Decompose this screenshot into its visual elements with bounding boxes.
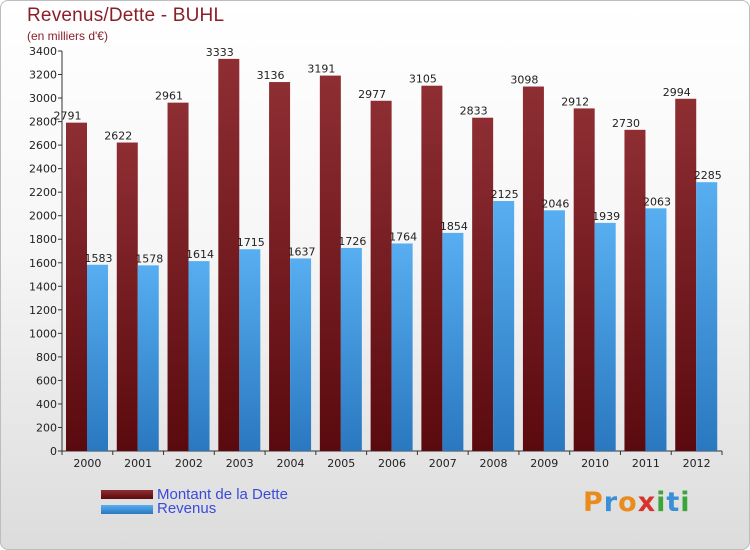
y-tick-label: 800 (36, 351, 57, 364)
data-label-revenus: 2125 (491, 188, 519, 201)
y-tick-label: 200 (36, 421, 57, 434)
legend-label-dette: Montant de la Dette (157, 486, 288, 503)
bar-revenus (340, 247, 362, 451)
bar-revenus (290, 258, 312, 451)
bar-dette (472, 117, 494, 452)
y-tick-label: 2600 (29, 139, 57, 152)
y-tick-label: 1000 (29, 327, 57, 340)
bar-dette (269, 82, 291, 451)
bar-dette (218, 58, 240, 451)
bar-revenus (696, 182, 718, 452)
data-label-revenus: 2285 (694, 169, 722, 182)
logo-letter: i (656, 487, 667, 518)
data-label-dette: 2977 (358, 88, 386, 101)
bar-dette (116, 142, 138, 451)
data-label-dette: 3105 (409, 73, 437, 86)
data-label-dette: 2833 (460, 105, 488, 118)
data-label-revenus: 1715 (237, 236, 265, 249)
data-label-revenus: 1854 (440, 220, 468, 233)
legend-swatch-dette (101, 490, 153, 499)
bar-dette (522, 86, 544, 451)
x-tick-label: 2006 (378, 457, 406, 470)
logo-letter: P (583, 487, 604, 518)
y-tick-label: 600 (36, 374, 57, 387)
chart-subtitle: (en milliers d'€) (27, 29, 108, 43)
data-label-dette: 3098 (510, 74, 538, 87)
logo-letter: o (618, 487, 638, 518)
logo-letter: r (603, 487, 619, 518)
y-tick-label: 3200 (29, 69, 57, 82)
data-label-dette: 3136 (257, 69, 285, 82)
legend-label-revenus: Revenus (157, 500, 217, 517)
x-tick-label: 2007 (429, 457, 457, 470)
bar-revenus (493, 201, 515, 451)
data-label-revenus: 1637 (288, 245, 316, 258)
x-tick-label: 2009 (530, 457, 558, 470)
data-label-dette: 2622 (104, 130, 132, 143)
y-tick-label: 1400 (29, 280, 57, 293)
data-label-dette: 2791 (54, 110, 82, 123)
chart-title: Revenus/Dette - BUHL (27, 5, 225, 26)
y-tick-label: 1600 (29, 257, 57, 270)
data-label-dette: 2912 (561, 95, 589, 108)
bar-revenus (188, 261, 210, 451)
bar-revenus (645, 208, 667, 451)
bar-dette (370, 100, 392, 451)
y-tick-label: 2000 (29, 210, 57, 223)
bar-revenus (391, 243, 413, 451)
data-label-revenus: 1764 (389, 230, 417, 243)
proxiti-logo: Proxiti (583, 487, 691, 518)
bar-revenus (442, 232, 464, 451)
data-label-revenus: 1939 (592, 210, 620, 223)
bar-dette (421, 85, 443, 452)
bar-revenus (137, 265, 159, 451)
data-label-revenus: 1726 (338, 235, 366, 248)
y-tick-label: 2200 (29, 186, 57, 199)
data-label-dette: 2961 (155, 90, 183, 103)
data-label-revenus: 1583 (85, 252, 113, 265)
bar-dette (66, 122, 87, 451)
y-tick-label: 3400 (29, 45, 57, 58)
x-tick-label: 2000 (73, 457, 101, 470)
x-tick-label: 2003 (226, 457, 254, 470)
bar-revenus (543, 210, 565, 451)
x-tick-label: 2008 (480, 457, 508, 470)
bar-revenus (239, 249, 261, 451)
data-label-revenus: 2046 (541, 197, 569, 210)
data-label-dette: 2994 (663, 86, 691, 99)
logo-letter: t (666, 487, 681, 518)
logo-letter: i (680, 487, 691, 518)
bar-dette (319, 75, 341, 452)
data-label-revenus: 2063 (643, 195, 671, 208)
bar-dette (573, 108, 595, 451)
y-tick-label: 400 (36, 398, 57, 411)
x-tick-label: 2002 (175, 457, 203, 470)
bar-dette (624, 129, 646, 451)
bar-revenus (594, 222, 616, 451)
logo-letter: x (637, 487, 657, 518)
x-tick-label: 2004 (276, 457, 304, 470)
data-label-revenus: 1614 (186, 248, 214, 261)
y-tick-label: 2800 (29, 116, 57, 129)
x-tick-label: 2012 (683, 457, 711, 470)
y-tick-label: 1800 (29, 233, 57, 246)
x-tick-label: 2010 (581, 457, 609, 470)
x-tick-label: 2005 (327, 457, 355, 470)
bar-dette (675, 98, 697, 451)
x-tick-label: 2011 (632, 457, 660, 470)
data-label-dette: 2730 (612, 117, 640, 130)
data-label-dette: 3191 (307, 63, 335, 76)
data-label-dette: 3333 (206, 46, 234, 59)
bar-revenus (87, 264, 108, 451)
x-tick-label: 2001 (124, 457, 152, 470)
data-label-revenus: 1578 (135, 252, 163, 265)
y-tick-label: 0 (50, 445, 57, 458)
y-tick-label: 1200 (29, 304, 57, 317)
bar-dette (167, 102, 189, 451)
y-tick-label: 2400 (29, 163, 57, 176)
y-tick-label: 3000 (29, 92, 57, 105)
legend-swatch-revenus (101, 505, 153, 514)
